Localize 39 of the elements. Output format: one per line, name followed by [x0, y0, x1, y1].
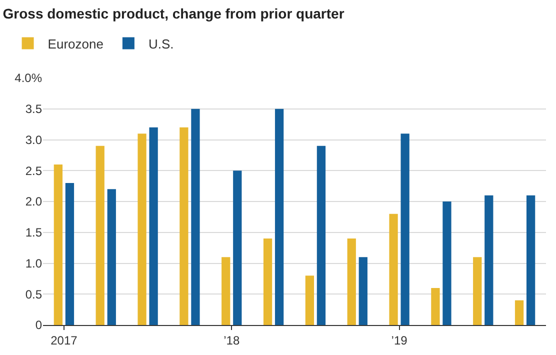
bar — [233, 170, 242, 325]
bar — [191, 108, 200, 325]
bar — [54, 164, 63, 325]
bar — [316, 146, 326, 325]
bar — [442, 202, 452, 325]
bar — [358, 257, 368, 325]
bar — [347, 238, 356, 325]
y-tick-label: 2.5 — [25, 164, 42, 178]
y-tick-label: 3.5 — [25, 102, 42, 116]
y-tick-label: 2.0 — [25, 194, 42, 209]
y-tick-label: 0 — [35, 318, 42, 332]
x-tick-label: 2017 — [50, 333, 78, 348]
y-tick-label: 1.5 — [25, 226, 42, 240]
bar — [263, 238, 272, 325]
bar — [484, 195, 494, 325]
bar — [222, 257, 230, 325]
y-tick-label: 0.5 — [25, 287, 42, 302]
bar — [473, 257, 482, 325]
bar — [65, 182, 74, 325]
bar — [149, 127, 158, 325]
x-tick-label: ’19 — [391, 333, 408, 348]
bar — [400, 134, 410, 325]
bar — [96, 146, 104, 325]
bar — [274, 108, 284, 325]
legend-label: U.S. — [148, 36, 174, 52]
chart-title: Gross domestic product, change from prior quarter — [2, 6, 345, 22]
y-tick-label: 3.0 — [25, 132, 42, 147]
legend-label: Eurozone — [48, 36, 104, 52]
y-tick-label: 1.0 — [25, 256, 42, 270]
bar — [389, 214, 398, 325]
bar — [180, 127, 188, 325]
y-tick-label: 4.0% — [14, 71, 42, 86]
bar — [107, 189, 116, 325]
bar — [514, 300, 524, 325]
bar — [431, 288, 440, 325]
bar — [305, 276, 314, 325]
bar — [138, 134, 146, 325]
x-tick-label: ’18 — [224, 333, 240, 348]
bar — [526, 195, 536, 325]
